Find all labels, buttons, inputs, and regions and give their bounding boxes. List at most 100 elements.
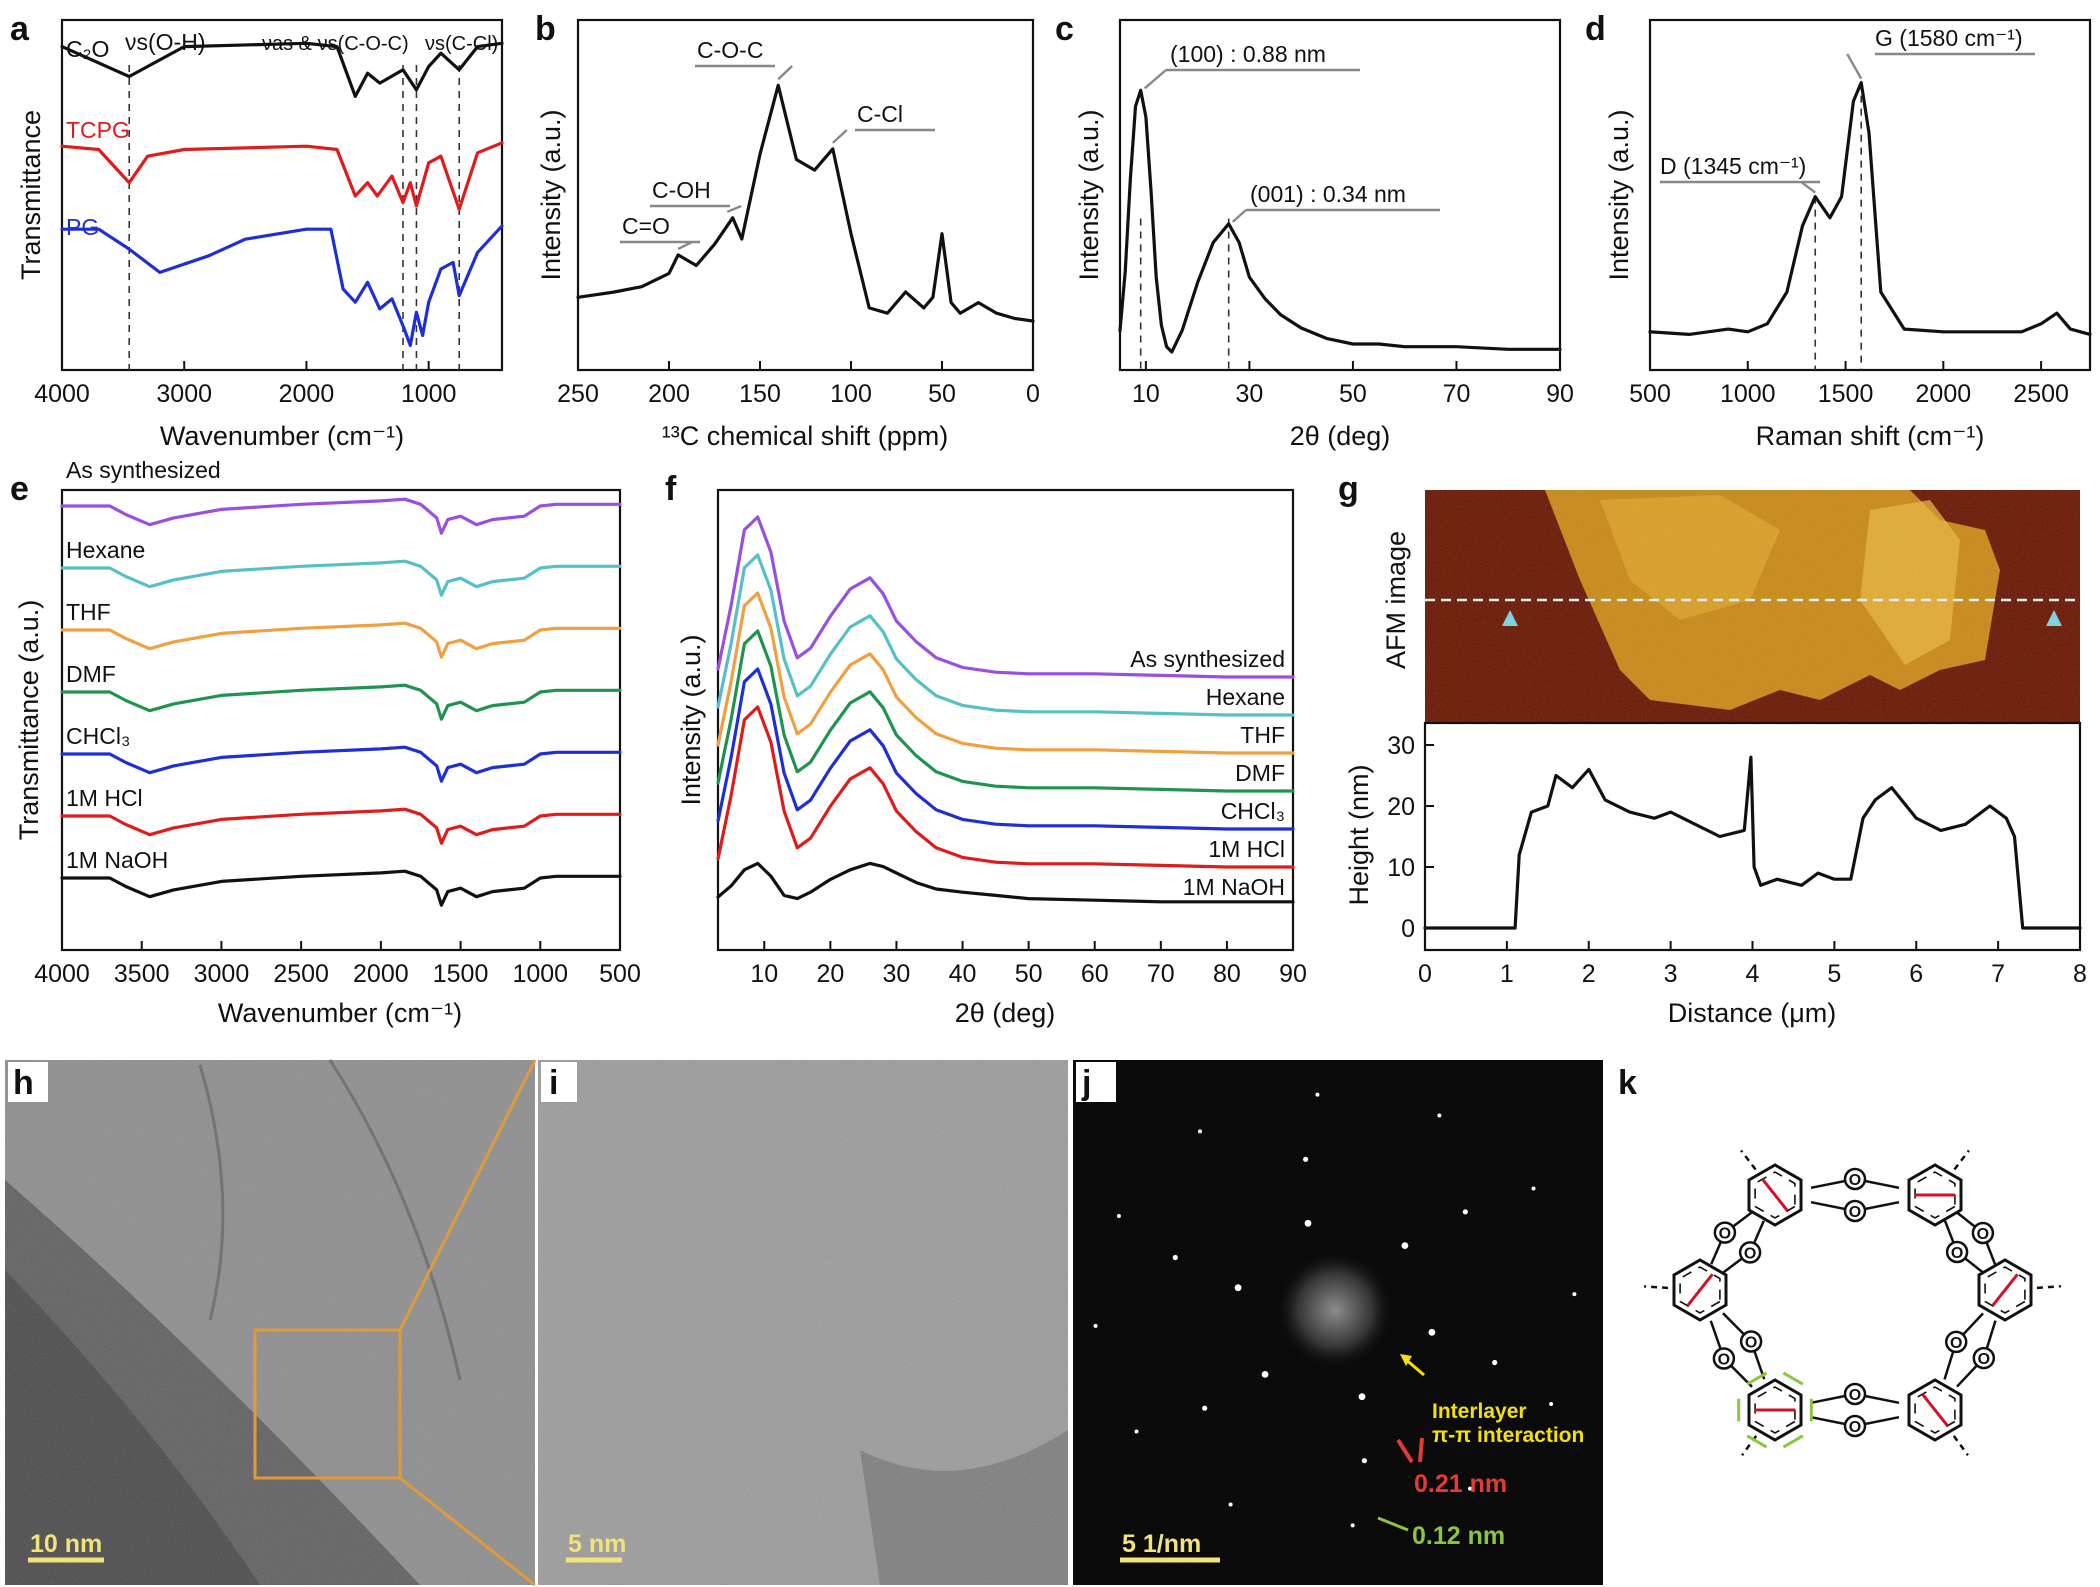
panel-b-chart: 250 200 150 100 50 0 C=O C-OH C-O-C C-Cl ¹³C che… bbox=[536, 18, 1040, 451]
oxygen-atom bbox=[1972, 1346, 1996, 1370]
extension-bond bbox=[1953, 1149, 1970, 1171]
panel-f-series-2 bbox=[716, 591, 1295, 755]
panel-a-xtick-label: 4000 bbox=[34, 380, 90, 408]
panel-e-xtick-label: 2500 bbox=[273, 960, 329, 988]
panel-label-j: j bbox=[1081, 1064, 1091, 1102]
panel-a-frame bbox=[60, 18, 504, 372]
panel-f-series-4 bbox=[716, 667, 1295, 831]
panel-g: AFM image 0 1 2 3 4 5 6 7 8 0 10 20 30 Distance (μm)… bbox=[1344, 490, 2087, 1028]
panel-label-e: e bbox=[10, 470, 29, 508]
oxygen-atom-label: O bbox=[1951, 1245, 1963, 1262]
panel-g-xtick-label: 6 bbox=[1909, 960, 1923, 988]
vibration-arrow-icon bbox=[1761, 1178, 1789, 1212]
panel-e-series-label: THF bbox=[66, 599, 111, 625]
benzene-ring bbox=[1672, 1258, 1728, 1322]
panel-a-series-label-pg: PG bbox=[66, 214, 99, 240]
panel-f-series-5 bbox=[716, 705, 1295, 869]
panel-b-peak-leader bbox=[831, 129, 848, 144]
panel-j-fft-image: j Interlayer π-π interaction 0.21 nm 0.1… bbox=[1073, 1060, 1603, 1585]
panel-f-series-3 bbox=[716, 629, 1295, 793]
breathing-arrow-icon bbox=[1746, 1371, 1768, 1386]
extension-bond bbox=[2036, 1285, 2061, 1290]
fft-diffraction-spot bbox=[1549, 1402, 1554, 1406]
panel-c-peak-label: (100) : 0.88 nm bbox=[1170, 41, 1326, 67]
fft-diffraction-spot bbox=[1202, 1405, 1208, 1411]
panel-d-spectrum bbox=[1648, 81, 2092, 336]
fft-diffraction-spot bbox=[1303, 1156, 1309, 1162]
panel-c-peak-leader bbox=[1231, 209, 1247, 223]
benzene-ring bbox=[1907, 1378, 1963, 1442]
panel-label-k: k bbox=[1618, 1064, 1637, 1102]
afm-marker-right-icon bbox=[2046, 610, 2062, 626]
panel-a-xtick-label: 2000 bbox=[279, 380, 335, 408]
benzene-inner-bonds bbox=[1984, 1266, 2026, 1314]
panel-e-series-label: DMF bbox=[66, 661, 116, 687]
fft-diffraction-spot bbox=[1172, 1254, 1178, 1261]
panel-d-chart: 500 1000 1500 2000 2500 D (1345 cm⁻¹) G (1580… bbox=[1604, 18, 2092, 451]
panel-e-series-4 bbox=[60, 745, 622, 783]
panel-f-xtick-label: 30 bbox=[883, 960, 911, 988]
panel-d-xtick-label: 1000 bbox=[1720, 380, 1776, 408]
panel-c-peak-label: (001) : 0.34 nm bbox=[1250, 181, 1406, 207]
panel-b-xtick-label: 100 bbox=[830, 380, 872, 408]
panel-label-b: b bbox=[535, 10, 556, 48]
panel-g-ytick-label: 20 bbox=[1387, 793, 1415, 821]
panel-a-xlabel: Wavenumber (cm⁻¹) bbox=[160, 421, 404, 451]
panel-g-xtick-label: 5 bbox=[1827, 960, 1841, 988]
fft-center-halo bbox=[1273, 1248, 1397, 1372]
panel-label-c: c bbox=[1055, 10, 1074, 48]
spacing-arrow-012-icon bbox=[1377, 1516, 1409, 1532]
oxygen-atom bbox=[1843, 1414, 1867, 1438]
panel-f-chart: 10 20 30 40 50 60 70 80 90 As synthesized Hexane T… bbox=[676, 488, 1307, 1028]
fft-diffraction-spot bbox=[1116, 1214, 1121, 1218]
panel-e-xtick-label: 500 bbox=[599, 960, 641, 988]
afm-marker-left-icon bbox=[1502, 610, 1518, 626]
panel-f-series-label: DMF bbox=[1235, 760, 1285, 786]
benzene-ring bbox=[1747, 1163, 1803, 1227]
fft-diffraction-spot bbox=[1358, 1393, 1366, 1401]
benzene-inner-bonds bbox=[1754, 1171, 1796, 1219]
oxygen-atom-label: O bbox=[1950, 1335, 1962, 1352]
panel-g-ytick-label: 0 bbox=[1401, 915, 1415, 943]
panel-a-series-label-tcpg: TCPG bbox=[66, 117, 130, 143]
fft-diffraction-spot bbox=[1572, 1292, 1577, 1297]
panel-label-a: a bbox=[10, 10, 30, 48]
oxygen-atom bbox=[1738, 1241, 1762, 1264]
benzene-ring bbox=[1907, 1163, 1963, 1227]
panel-b-peak-label: C-O-C bbox=[697, 37, 763, 63]
panel-label-f: f bbox=[665, 470, 677, 508]
panel-e-series-label: Hexane bbox=[66, 537, 145, 563]
panel-b-xtick-label: 50 bbox=[928, 380, 956, 408]
panel-d-peak-label: D (1345 cm⁻¹) bbox=[1660, 153, 1806, 179]
fft-diffraction-spot bbox=[1492, 1359, 1498, 1366]
panel-e-series-3 bbox=[60, 683, 622, 721]
zoom-region-box bbox=[253, 1328, 402, 1480]
oxygen-atom-label: O bbox=[1849, 1204, 1861, 1221]
fft-diffraction-spot bbox=[1531, 1186, 1536, 1191]
panel-b-xtick-label: 150 bbox=[739, 380, 781, 408]
benzene-ring bbox=[1977, 1258, 2033, 1322]
panel-g-xtick-label: 1 bbox=[1500, 960, 1514, 988]
oxygen-atom-label: O bbox=[1718, 1352, 1730, 1369]
panel-d-xtick-label: 2000 bbox=[1916, 380, 1972, 408]
fft-diffraction-spot bbox=[1350, 1523, 1355, 1528]
afm-image-label: AFM image bbox=[1381, 531, 1411, 669]
panel-b-peak-leader bbox=[726, 204, 742, 213]
extension-bond bbox=[1644, 1285, 1669, 1290]
panel-a-ylabel: Transmittance bbox=[16, 110, 46, 280]
panel-e-xtick-label: 4000 bbox=[34, 960, 90, 988]
panel-f-xtick-label: 40 bbox=[949, 960, 977, 988]
panel-e-xtick-label: 2000 bbox=[353, 960, 409, 988]
panel-d-xtick-label: 2500 bbox=[2013, 380, 2069, 408]
afm-image: AFM image bbox=[1381, 490, 2080, 723]
panel-e-xtick-label: 1500 bbox=[433, 960, 489, 988]
panel-a-series-0 bbox=[60, 41, 504, 98]
panel-e-xlabel: Wavenumber (cm⁻¹) bbox=[218, 998, 462, 1028]
panel-d-xlabel: Raman shift (cm⁻¹) bbox=[1756, 421, 1985, 451]
vibration-arrow-icon bbox=[1991, 1273, 2019, 1307]
vibration-arrow-icon bbox=[1686, 1273, 1714, 1307]
panel-c-xlabel: 2θ (deg) bbox=[1290, 421, 1391, 451]
panel-c-frame bbox=[1118, 18, 1562, 372]
panel-f-series-6 bbox=[716, 861, 1295, 904]
